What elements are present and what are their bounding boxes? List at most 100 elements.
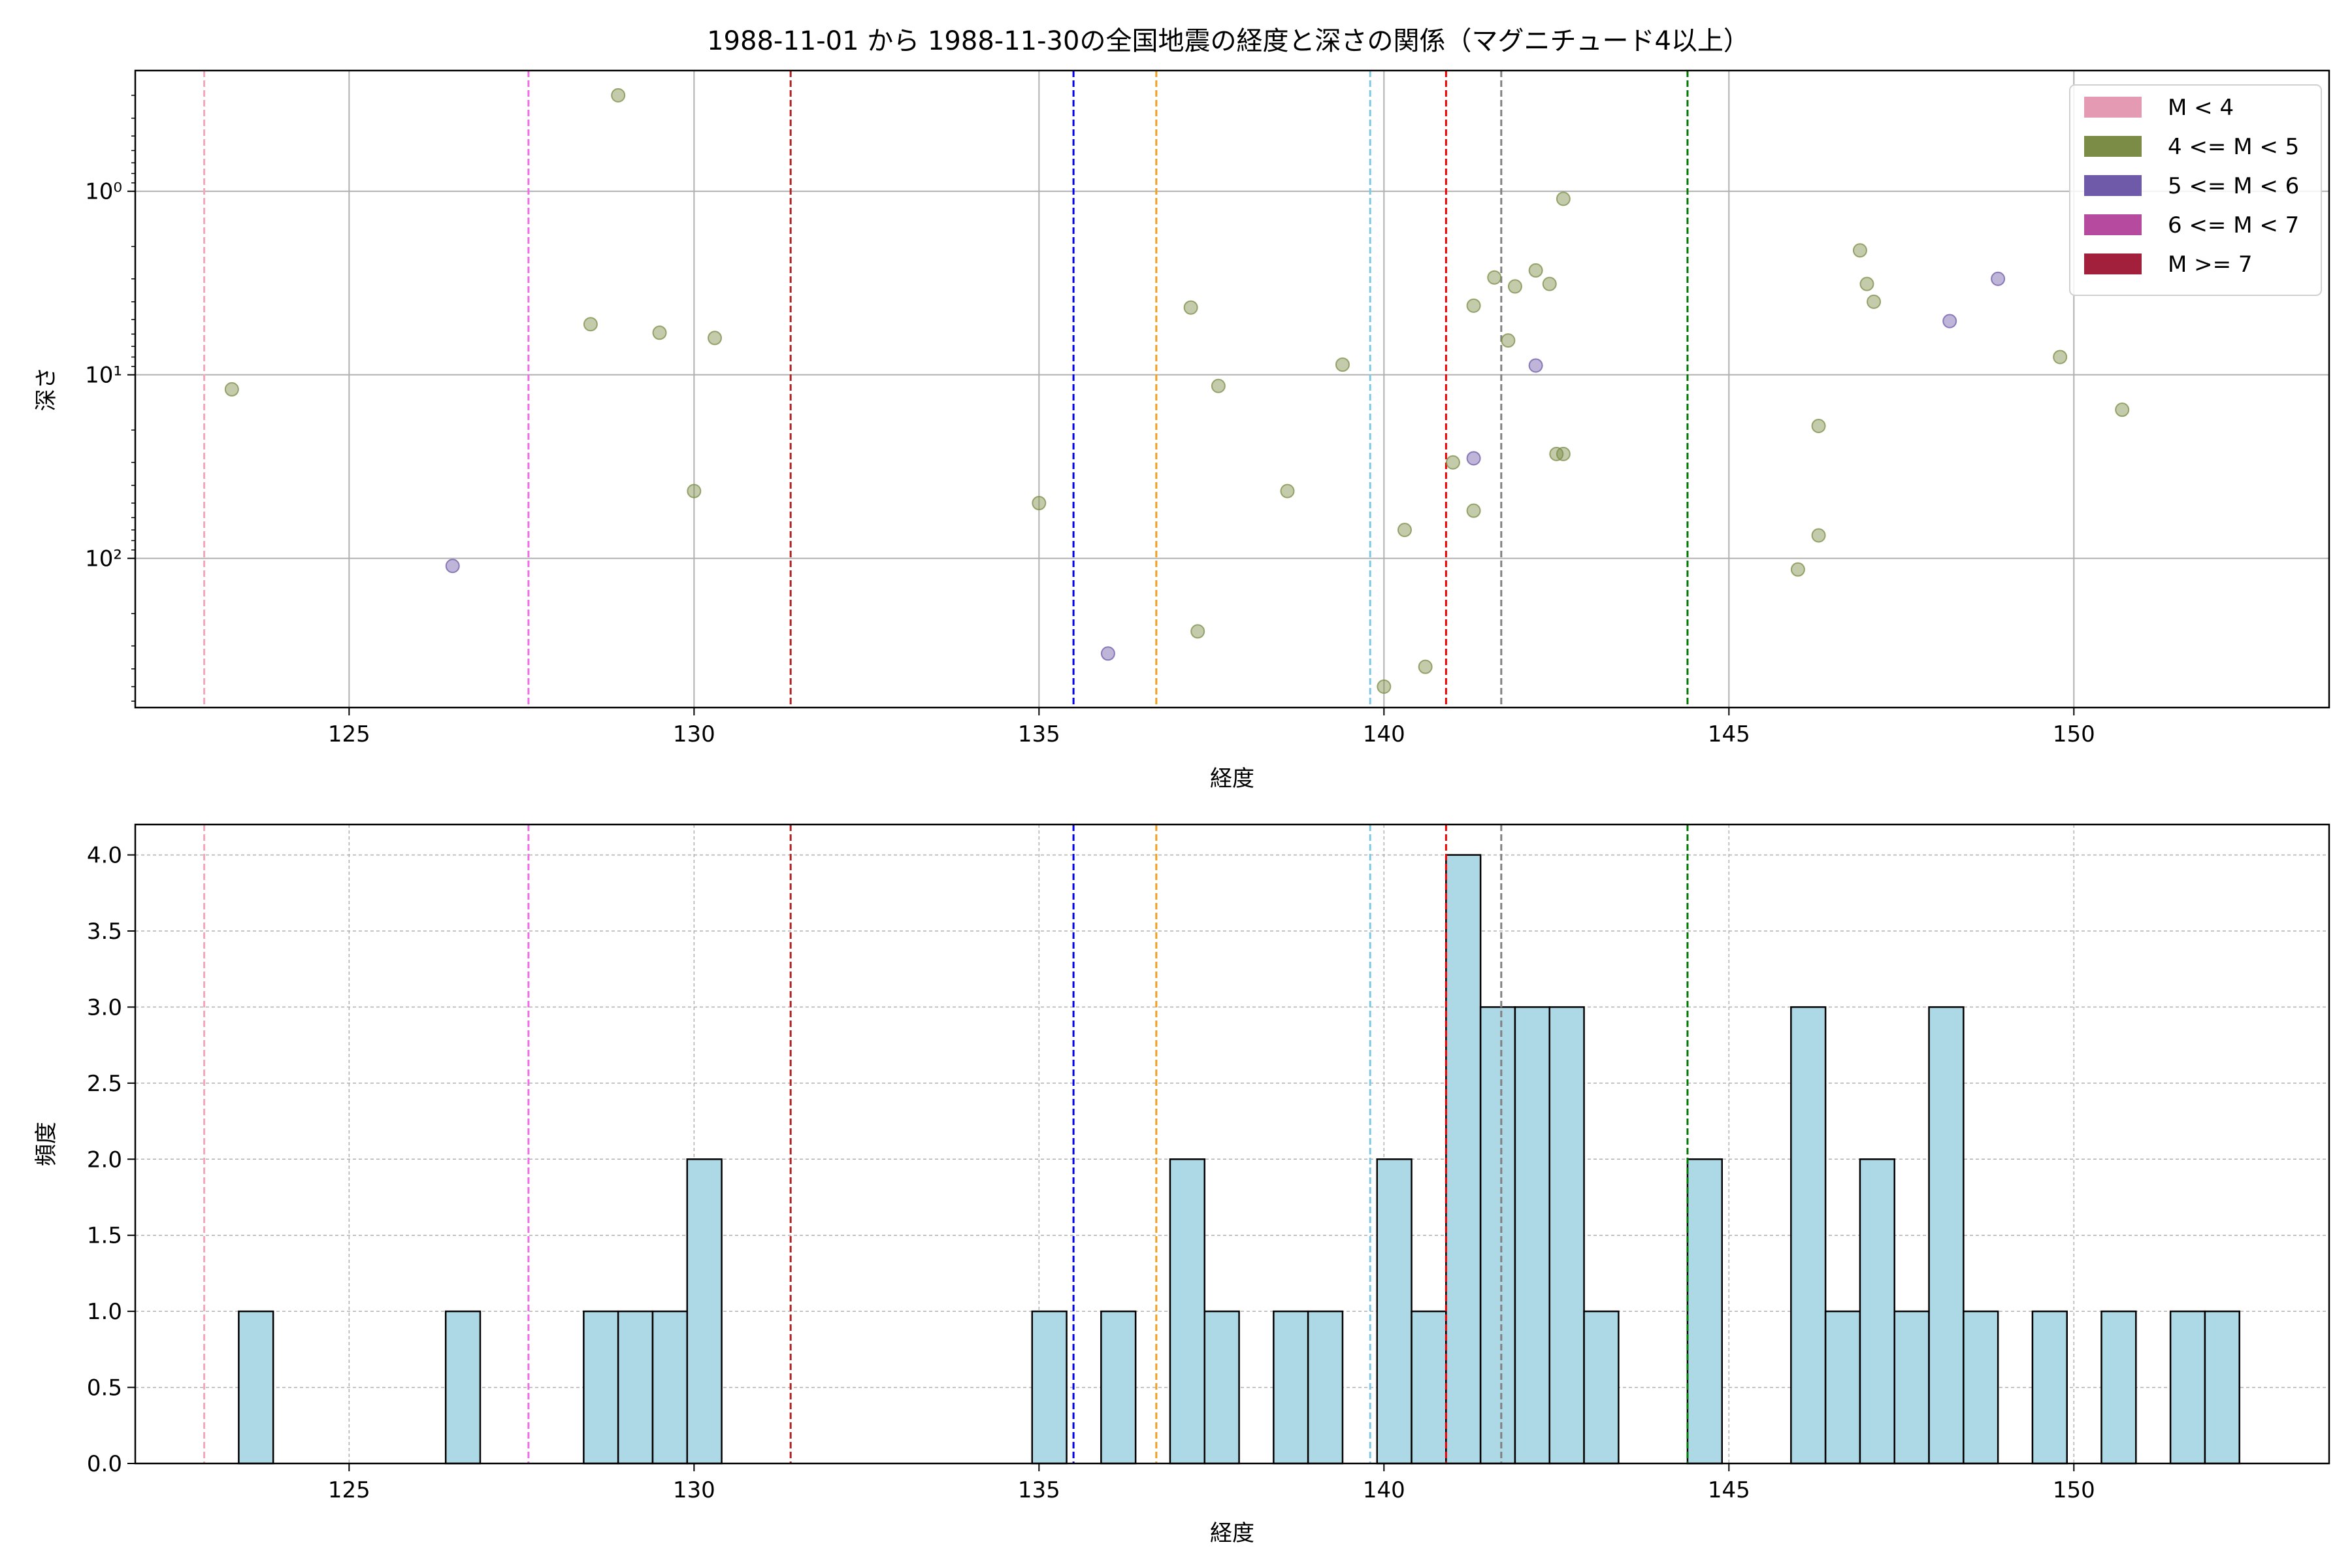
- scatter-point: [224, 382, 239, 397]
- legend-swatch: [2084, 97, 2142, 118]
- histogram-grid: [135, 825, 2329, 1464]
- legend-swatch: [2084, 214, 2142, 235]
- scatter-grid: [135, 71, 2329, 708]
- histogram-x-tick-label: 140: [1363, 1477, 1405, 1503]
- histogram-bar: [1824, 1310, 1861, 1465]
- histogram-bar: [2031, 1310, 2068, 1465]
- legend-swatch: [2084, 175, 2142, 196]
- histogram-y-tick-label: 2.5: [87, 1071, 122, 1097]
- histogram-bar: [1411, 1310, 1447, 1465]
- histogram-bar: [1376, 1158, 1413, 1465]
- legend-swatch: [2084, 253, 2142, 274]
- histogram-bar: [651, 1310, 689, 1465]
- histogram-bar: [1307, 1310, 1344, 1465]
- scatter-x-tick-label: 145: [1708, 721, 1750, 747]
- histogram-bar: [1548, 1006, 1585, 1465]
- scatter-x-tick-label: 135: [1018, 721, 1060, 747]
- histogram-x-tick-label: 130: [673, 1477, 715, 1503]
- scatter-x-tick-label: 130: [673, 721, 715, 747]
- scatter-point: [1859, 276, 1874, 291]
- scatter-point: [1507, 279, 1522, 294]
- legend-label: M < 4: [2168, 95, 2234, 121]
- legend-swatch: [2084, 136, 2142, 157]
- histogram-x-ticks: 125 130 135 140 145 150: [328, 1463, 2095, 1503]
- scatter-point: [2053, 350, 2068, 365]
- scatter-point: [708, 331, 723, 346]
- legend-label: M >= 7: [2168, 252, 2253, 278]
- histogram-y-tick-label: 4.0: [87, 843, 122, 869]
- histogram-x-tick-label: 145: [1708, 1477, 1750, 1503]
- scatter-x-axis-label: 経度: [1210, 766, 1254, 792]
- scatter-y-tick-label: 10⁰: [85, 179, 122, 205]
- scatter-point: [1335, 357, 1350, 372]
- figure-title: 1988-11-01 から 1988-11-30の全国地震の経度と深さの関係（マ…: [707, 26, 1750, 56]
- scatter-y-tick-label: 10²: [85, 546, 122, 572]
- histogram-y-ticks: 0.0 0.5 1.0 1.5 2.0 2.5 3.0 3.5 4.0: [87, 843, 135, 1477]
- scatter-point: [687, 483, 702, 498]
- histogram-bar: [2204, 1310, 2240, 1465]
- scatter-y-axis-label: 深さ: [33, 367, 59, 412]
- histogram-bar: [583, 1310, 619, 1465]
- scatter-point: [1852, 243, 1867, 258]
- histogram-x-tick-label: 150: [2053, 1477, 2095, 1503]
- histogram-x-tick-label: 125: [328, 1477, 370, 1503]
- histogram-y-tick-label: 1.5: [87, 1223, 122, 1249]
- scatter-point: [1528, 358, 1543, 373]
- histogram-bar: [1686, 1158, 1723, 1465]
- scatter-y-tick-label: 10¹: [85, 363, 122, 389]
- scatter-point: [1556, 191, 1571, 206]
- scatter-point: [583, 317, 598, 332]
- histogram-bar: [1963, 1310, 1999, 1465]
- histogram-bar: [2100, 1310, 2137, 1465]
- histogram-x-axis-label: 経度: [1210, 1520, 1254, 1546]
- scatter-point: [1501, 333, 1516, 348]
- scatter-point: [652, 325, 667, 340]
- histogram-bar: [1203, 1310, 1240, 1465]
- histogram-bar: [1893, 1310, 1930, 1465]
- histogram-panel: 125 130 135 140 145 150 0.0 0.5 1.0 1.5 2.0 2.5 3.0…: [33, 823, 2330, 1546]
- histogram-bar: [444, 1310, 482, 1465]
- histogram-y-tick-label: 2.0: [87, 1147, 122, 1173]
- legend-label: 6 <= M < 7: [2168, 212, 2299, 238]
- scatter-point: [1811, 418, 1826, 433]
- histogram-bar: [1790, 1006, 1827, 1465]
- legend-label: 5 <= M < 6: [2168, 173, 2299, 199]
- histogram-bar: [1031, 1310, 1068, 1465]
- scatter-points: [224, 88, 2130, 694]
- scatter-x-tick-label: 140: [1363, 721, 1405, 747]
- scatter-panel: 125 130 135 140 145 150 10⁰ 10¹ 10² 経度 深さ M < 4…: [33, 69, 2330, 792]
- histogram-bar: [1100, 1310, 1137, 1465]
- histogram-y-tick-label: 1.0: [87, 1299, 122, 1325]
- scatter-point: [1790, 562, 1805, 577]
- histogram-x-tick-label: 135: [1018, 1477, 1060, 1503]
- histogram-bar: [1928, 1006, 1965, 1465]
- scatter-point: [1542, 276, 1557, 291]
- scatter-reference-lines: [203, 71, 1689, 708]
- histogram-y-tick-label: 0.0: [87, 1451, 122, 1477]
- histogram-bar: [686, 1158, 723, 1465]
- scatter-point: [1418, 659, 1433, 674]
- histogram-bar: [1479, 1006, 1516, 1465]
- scatter-point: [1445, 455, 1460, 470]
- histogram-bar: [1445, 854, 1482, 1465]
- histogram-bar: [1169, 1158, 1206, 1465]
- scatter-plot-frame: [134, 69, 2330, 709]
- histogram-bar: [617, 1310, 654, 1465]
- histogram-bar: [1859, 1158, 1895, 1465]
- scatter-y-ticks: 10⁰ 10¹ 10²: [85, 95, 135, 702]
- scatter-point: [2115, 402, 2130, 417]
- scatter-point: [1942, 314, 1957, 329]
- histogram-y-tick-label: 0.5: [87, 1375, 122, 1401]
- histogram-bar: [1514, 1006, 1550, 1465]
- histogram-bar: [1583, 1310, 1620, 1465]
- scatter-point: [1466, 451, 1481, 466]
- histogram-bars: [238, 854, 2240, 1465]
- scatter-point: [1991, 271, 2006, 286]
- histogram-y-axis-label: 頻度: [33, 1122, 59, 1166]
- scatter-point: [445, 559, 460, 574]
- histogram-bar: [2169, 1310, 2206, 1465]
- histogram-bar: [238, 1310, 274, 1465]
- scatter-x-tick-label: 125: [328, 721, 370, 747]
- scatter-point: [1211, 378, 1226, 393]
